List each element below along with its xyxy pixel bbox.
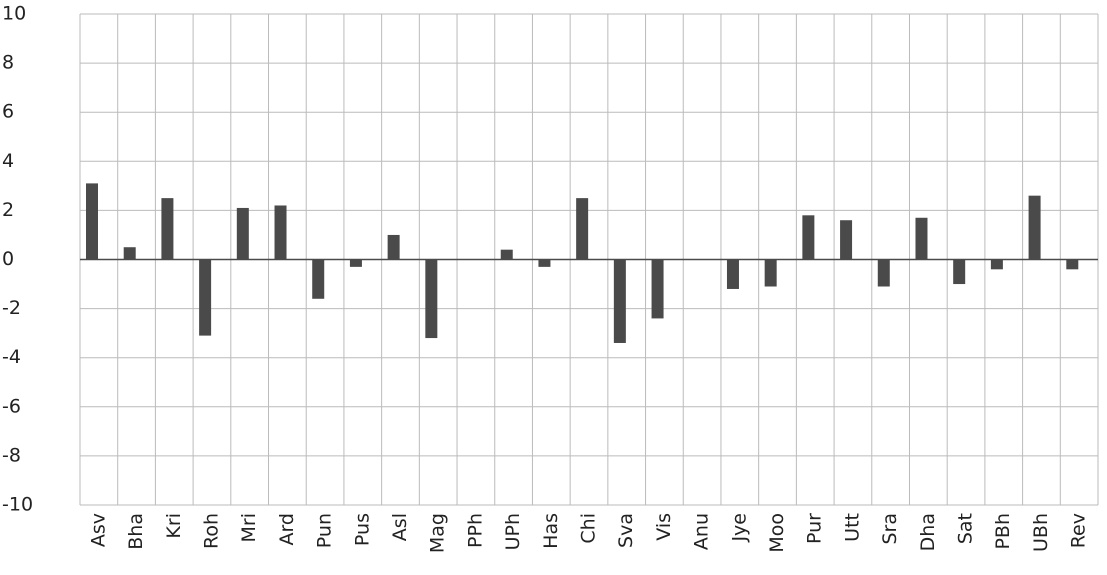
bar xyxy=(425,259,438,339)
bar xyxy=(1028,195,1041,260)
bar xyxy=(199,259,212,336)
y-tick-label: -6 xyxy=(2,395,21,417)
y-tick-label: 4 xyxy=(2,150,14,172)
y-tick-label: -10 xyxy=(2,494,33,516)
y-tick-label: -2 xyxy=(2,297,21,319)
bar xyxy=(538,259,551,267)
bar xyxy=(877,259,890,287)
x-tick-label: PPh xyxy=(464,513,486,548)
bar xyxy=(387,234,400,260)
bar xyxy=(123,247,136,260)
bar xyxy=(764,259,777,287)
bar xyxy=(349,259,362,267)
x-tick-label: Ard xyxy=(276,513,298,546)
x-tick-label: Rev xyxy=(1068,513,1090,548)
x-tick-label: Dha xyxy=(917,513,939,551)
x-tick-label: Anu xyxy=(691,513,713,550)
x-tick-label: Sra xyxy=(879,513,901,545)
bar xyxy=(312,259,325,299)
bar xyxy=(802,215,815,260)
bar xyxy=(840,220,853,260)
x-tick-label: Pun xyxy=(314,513,336,548)
x-tick-label: Utt xyxy=(841,513,863,542)
x-tick-label: Asl xyxy=(389,513,411,541)
y-tick-label: -4 xyxy=(2,346,21,368)
x-tick-label: Kri xyxy=(163,513,185,539)
bar xyxy=(613,259,626,343)
x-tick-label: Sva xyxy=(615,513,637,548)
bar xyxy=(274,205,287,260)
x-tick-label: PBh xyxy=(992,513,1014,550)
x-tick-label: Roh xyxy=(200,513,222,549)
bar xyxy=(651,259,664,319)
y-tick-label: 2 xyxy=(2,199,14,221)
y-tick-label: 10 xyxy=(2,3,26,25)
x-tick-label: Pur xyxy=(804,513,826,544)
x-tick-label: Jye xyxy=(728,513,750,543)
x-tick-label: Sat xyxy=(955,513,977,544)
x-tick-label: Moo xyxy=(766,513,788,553)
bar xyxy=(915,217,928,260)
x-tick-label: Bha xyxy=(125,513,147,550)
x-tick-label: Mag xyxy=(427,513,449,553)
bar xyxy=(236,207,249,260)
y-tick-label: -8 xyxy=(2,444,21,466)
x-tick-label: Pus xyxy=(351,513,373,546)
y-tick-label: 0 xyxy=(2,248,14,270)
x-tick-label: Vis xyxy=(653,513,675,541)
bar xyxy=(576,198,589,260)
bar xyxy=(500,249,513,260)
x-tick-label: UPh xyxy=(502,513,524,550)
y-tick-label: 8 xyxy=(2,52,14,74)
x-tick-label: UBh xyxy=(1030,513,1052,552)
bar xyxy=(1066,259,1079,270)
x-tick-label: Has xyxy=(540,513,562,549)
y-tick-label: 6 xyxy=(2,101,14,123)
x-tick-label: Chi xyxy=(578,513,600,544)
bar xyxy=(86,183,98,260)
x-tick-label: Asv xyxy=(87,513,109,547)
bar xyxy=(953,259,966,285)
bar xyxy=(990,259,1003,270)
bar xyxy=(726,259,739,289)
bar xyxy=(161,198,174,260)
x-tick-label: Mri xyxy=(238,513,260,542)
